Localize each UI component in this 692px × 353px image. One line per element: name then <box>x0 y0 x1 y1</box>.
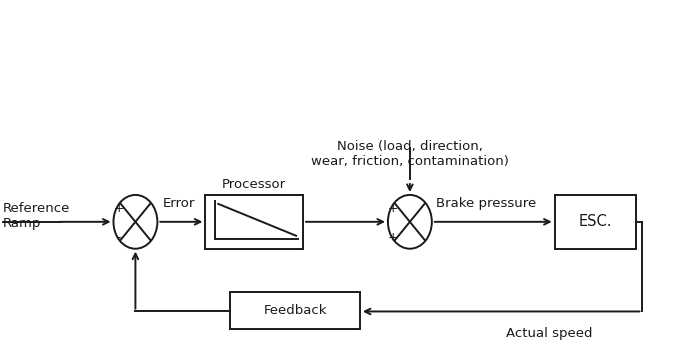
Text: +: + <box>388 202 398 215</box>
Text: Error: Error <box>163 197 194 210</box>
Text: Noise (load, direction,
wear, friction, contamination): Noise (load, direction, wear, friction, … <box>311 140 509 168</box>
Text: +: + <box>388 231 398 244</box>
Text: -: - <box>116 230 121 245</box>
Text: Reference
Ramp: Reference Ramp <box>3 202 70 230</box>
Text: Processor: Processor <box>222 178 286 191</box>
Text: ESC.: ESC. <box>579 214 612 229</box>
Text: Actual speed: Actual speed <box>507 327 593 340</box>
Bar <box>206 195 303 249</box>
Text: +: + <box>113 202 124 215</box>
Bar <box>230 292 360 329</box>
Text: Brake pressure: Brake pressure <box>436 197 536 210</box>
Text: Feedback: Feedback <box>264 304 327 317</box>
Bar <box>554 195 637 249</box>
